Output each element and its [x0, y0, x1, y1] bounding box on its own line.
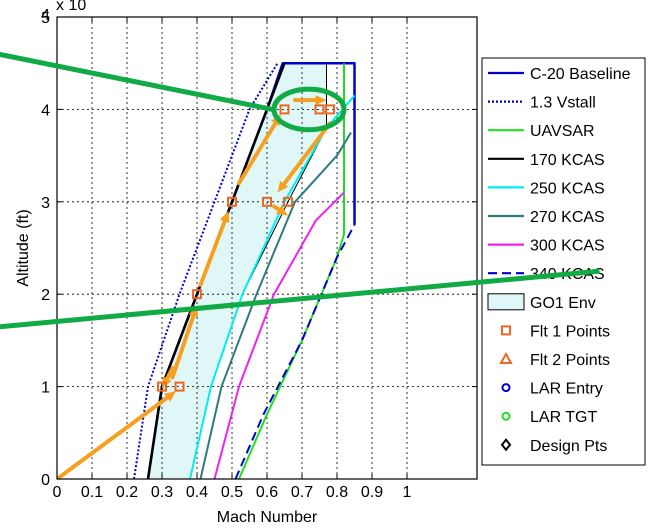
- flight-path-arrow: [282, 121, 332, 186]
- x-tick-label: 0.7: [291, 484, 313, 501]
- legend-label-flt-1-points: Flt 1 Points: [530, 323, 610, 340]
- y-tick-label: 2: [41, 287, 50, 304]
- flt-point-marker: [192, 289, 202, 300]
- flight-path-arrow: [272, 204, 281, 212]
- legend-box: [481, 57, 646, 466]
- flight-path-arrow: [237, 121, 278, 186]
- x-tick-label: 0.4: [186, 484, 208, 501]
- x-axis-label: Mach Number: [217, 509, 318, 526]
- x-tick-label: 0.1: [81, 484, 103, 501]
- legend-label-170-kcas: 170 KCAS: [530, 152, 605, 169]
- y-tick-label: 3: [41, 195, 50, 212]
- y-tick-label: 5: [41, 10, 50, 27]
- flt-point-marker: [174, 381, 185, 392]
- legend-label-lar-tgt: LAR TGT: [530, 409, 598, 426]
- callout-line: [0, 268, 600, 330]
- y-tick-label: 4: [41, 102, 50, 119]
- flight-path-arrowhead: [219, 211, 230, 224]
- series-line-270-kcas: [199, 131, 352, 479]
- legend-label-270-kcas: 270 KCAS: [530, 209, 605, 226]
- flight-path-arrowhead: [164, 391, 176, 402]
- x-tick-label: 0: [53, 484, 62, 501]
- x-tick-label: 0.3: [151, 484, 173, 501]
- y-multiplier-label: x 10: [56, 0, 86, 14]
- flight-path-arrow: [198, 219, 227, 287]
- series-line-1-3-vstall: [133, 62, 279, 479]
- flt-point-marker: [157, 381, 167, 392]
- legend-swatch-design-pts: [500, 438, 512, 452]
- y-tick-label: 1: [41, 380, 50, 397]
- series-line-300-kcas: [213, 191, 345, 479]
- legend-label-lar-entry: LAR Entry: [530, 381, 603, 398]
- flight-path-arrow: [170, 313, 196, 380]
- legend-swatch-go1-env: [487, 293, 525, 311]
- legend-label-flt-2-points: Flt 2 Points: [530, 352, 610, 369]
- legend-label-go1-env: GO1 Env: [530, 295, 596, 312]
- series-line-340-kcas: [234, 224, 356, 479]
- flight-path-arrowhead: [277, 180, 289, 193]
- flt-point-marker: [325, 104, 335, 115]
- flt-point-marker: [283, 196, 293, 207]
- flt-point-marker: [314, 104, 325, 115]
- x-tick-label: 0.5: [221, 484, 243, 501]
- legend-label-uavsar: UAVSAR: [530, 123, 595, 140]
- legend-swatch-lar-entry: [501, 383, 511, 393]
- legend-label-250-kcas: 250 KCAS: [530, 180, 605, 197]
- legend-label-design-pts: Design Pts: [530, 438, 607, 455]
- y-multiplier-exponent: 4: [41, 7, 50, 24]
- legend-label-300-kcas: 300 KCAS: [530, 238, 605, 255]
- legend-swatch-lar-tgt: [501, 411, 511, 421]
- flight-path-arrow: [57, 395, 170, 479]
- flt-point-marker: [279, 104, 290, 115]
- x-tick-label: 0.8: [326, 484, 348, 501]
- legend-label-1-3-vstall: 1.3 Vstall: [530, 95, 596, 112]
- legend-label-c-20-baseline: C-20 Baseline: [530, 66, 631, 83]
- x-tick-label: 0.2: [116, 484, 138, 501]
- flt-point-marker: [227, 196, 237, 207]
- flight-path-arrowhead: [276, 205, 288, 216]
- x-tick-label: 1: [403, 484, 412, 501]
- highlight-ellipse: [271, 86, 347, 133]
- flight-path-arrowhead: [315, 95, 327, 106]
- y-tick-label: 0: [41, 472, 50, 489]
- callout-line: [0, 51, 273, 112]
- y-axis-label: Altitude (ft): [15, 209, 32, 286]
- legend-swatch-flt-1-points: [501, 325, 511, 336]
- flight-path-arrow: [165, 366, 175, 381]
- x-tick-label: 0.9: [361, 484, 383, 501]
- x-tick-label: 0.6: [256, 484, 278, 501]
- legend-swatch-flt-2-points: [499, 351, 513, 364]
- flt-point-marker: [262, 196, 272, 207]
